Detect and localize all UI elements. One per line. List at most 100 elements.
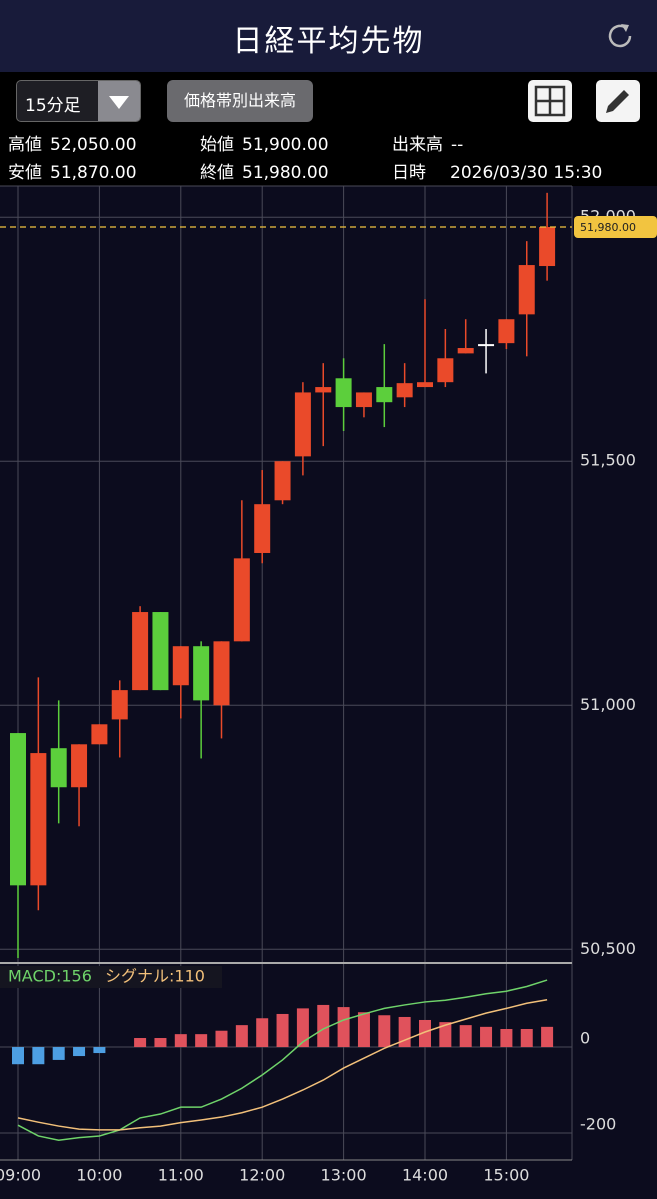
- y-tick-label: 52,000: [580, 207, 636, 226]
- macd-line: [17, 999, 548, 1131]
- y-tick-label: -200: [580, 1114, 616, 1133]
- y-tick-label: 51,000: [580, 695, 636, 714]
- info-label: 終値: [200, 163, 234, 183]
- y-tick-label: 51,500: [580, 451, 636, 470]
- info-value: 2026/03/30 15:30: [450, 163, 603, 183]
- histogram-bar: [296, 1008, 309, 1048]
- candle-body: [478, 344, 495, 347]
- candle-body: [254, 504, 271, 553]
- candle-body: [294, 392, 311, 457]
- legend-entry: シグナル:110: [105, 967, 205, 986]
- info-value: 51,980.00: [242, 163, 329, 183]
- candle-body: [91, 724, 108, 745]
- x-tick-label: 14:00: [402, 1166, 448, 1185]
- histogram-bar: [73, 1047, 86, 1057]
- histogram-bar: [419, 1019, 431, 1048]
- info-value: 51,870.00: [50, 163, 137, 183]
- histogram-bar: [480, 1026, 493, 1048]
- histogram-bar: [174, 1034, 187, 1048]
- histogram-bar: [500, 1028, 513, 1048]
- histogram-bar: [439, 1022, 452, 1048]
- x-tick-label: 12:00: [239, 1166, 285, 1185]
- candle-body: [50, 748, 67, 788]
- histogram-bar: [195, 1034, 208, 1048]
- interval-label: 15分足: [25, 96, 81, 116]
- histogram-bar: [12, 1047, 24, 1065]
- legend-entry: MACD:156: [8, 967, 92, 986]
- candle-body: [498, 319, 515, 344]
- info-value: 51,900.00: [242, 135, 329, 155]
- candle-body: [335, 378, 352, 408]
- histogram-bar: [378, 1015, 391, 1048]
- histogram-bar: [459, 1025, 472, 1048]
- histogram-bar: [317, 1004, 330, 1048]
- legend-bg: [0, 966, 222, 988]
- candle-body: [152, 612, 169, 691]
- technical-tab[interactable]: テクニカル: [0, 210, 36, 362]
- info-value: --: [451, 135, 464, 155]
- candle-body: [518, 265, 535, 315]
- info-item: 日時 2026/03/30 15:30: [392, 158, 602, 183]
- histogram-bar: [357, 1012, 370, 1048]
- candle-body: [172, 646, 189, 686]
- info-label: 始値: [200, 135, 234, 155]
- candle-body: [233, 558, 250, 642]
- header: 日経平均先物: [0, 0, 657, 72]
- histogram-bar: [256, 1018, 269, 1048]
- info-label: 日時: [392, 163, 426, 183]
- histogram-bar: [32, 1047, 45, 1065]
- x-tick-label: 13:00: [321, 1166, 367, 1185]
- info-item: 高値 52,050.00: [8, 130, 137, 155]
- info-item: 始値 51,900.00: [200, 130, 329, 155]
- toolbar: 15分足 価格帯別出来高 高値 52,050.00 始値 51,900.00 出来高 --…: [0, 72, 657, 186]
- x-tick-label: 15:00: [483, 1166, 529, 1185]
- x-tick-label: 10:00: [76, 1166, 122, 1185]
- candle-body: [457, 348, 474, 354]
- histogram-bar: [337, 1007, 350, 1048]
- info-label: 高値: [8, 135, 42, 155]
- info-item: 安値 51,870.00: [8, 158, 137, 183]
- candle-body: [10, 733, 26, 886]
- candle-body: [111, 690, 128, 720]
- candle-body: [355, 392, 372, 408]
- candle-body: [132, 612, 149, 691]
- info-label: 安値: [8, 163, 42, 183]
- draw-button[interactable]: [596, 80, 640, 122]
- histogram-bar: [520, 1028, 533, 1048]
- candle-body: [274, 461, 291, 501]
- plot-bg: [0, 186, 657, 1199]
- histogram-bar: [52, 1047, 65, 1060]
- interval-dropdown[interactable]: 15分足: [16, 80, 141, 122]
- layout-button[interactable]: [528, 80, 572, 122]
- candle-body: [30, 753, 47, 886]
- histogram-bar: [276, 1013, 289, 1048]
- candle-body: [193, 646, 210, 701]
- title: 日経平均先物: [232, 24, 425, 59]
- histogram-bar: [235, 1025, 248, 1048]
- candle-body: [437, 358, 454, 383]
- histogram-bar: [134, 1038, 147, 1048]
- info-item: 出来高 --: [392, 130, 463, 155]
- macd-line: [17, 979, 548, 1141]
- histogram-bar: [398, 1016, 411, 1048]
- candle-body: [376, 387, 393, 403]
- histogram-bar: [93, 1047, 106, 1054]
- candle-body: [396, 383, 413, 398]
- histogram-bar: [541, 1026, 554, 1048]
- x-tick-label: 11:00: [158, 1166, 204, 1185]
- candle-body: [539, 226, 556, 267]
- info-value: 52,050.00: [50, 135, 137, 155]
- histogram-bar: [154, 1038, 167, 1048]
- candle-body: [315, 387, 332, 393]
- candle-body: [213, 641, 230, 706]
- last-price-badge: [574, 215, 657, 238]
- refresh-icon[interactable]: [604, 20, 636, 52]
- volume-button[interactable]: 価格帯別出来高: [167, 80, 313, 122]
- last-price-label: 51,980.00: [580, 221, 636, 234]
- y-tick-label: 50,500: [580, 939, 636, 958]
- x-tick-label: 09:00: [0, 1166, 41, 1185]
- y-tick-label: 0: [580, 1029, 590, 1048]
- info-item: 終値 51,980.00: [200, 158, 329, 183]
- histogram-bar: [215, 1030, 228, 1048]
